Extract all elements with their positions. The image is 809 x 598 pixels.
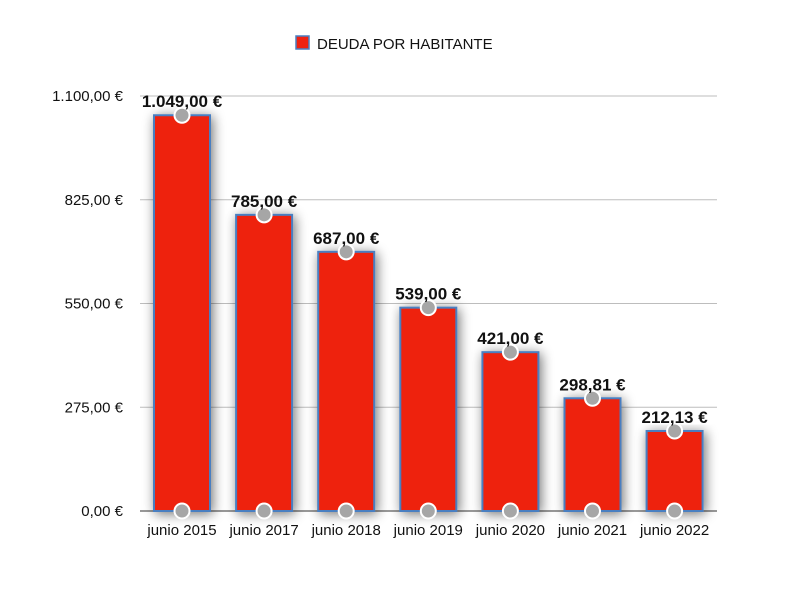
bar (399, 306, 458, 512)
bar-base-marker (666, 502, 684, 520)
bar-base-marker (173, 502, 191, 520)
data-label: 785,00 € (231, 192, 298, 211)
x-tick-label: junio 2022 (639, 522, 709, 539)
y-tick-label: 825,00 € (65, 192, 124, 209)
bar-base-marker (584, 502, 601, 520)
markers (173, 106, 684, 520)
bar-top-marker (419, 299, 437, 317)
bar (563, 397, 622, 513)
bar-top-marker (584, 389, 601, 407)
y-tick-label: 1.100,00 € (52, 88, 124, 105)
legend: DEUDA POR HABITANTE (295, 35, 493, 53)
legend-swatch (295, 35, 310, 50)
bar-base-marker (419, 502, 437, 520)
data-label: 298,81 € (559, 375, 626, 394)
y-axis-ticks: 0,00 € 275,00 € 550,00 € 825,00 € 1.100,00 € (52, 88, 124, 520)
bar-base-marker (255, 502, 273, 520)
data-labels: 1.049,00 € 785,00 € 687,00 € 539,00 € 421,00… (142, 92, 708, 427)
bar-top-marker (501, 343, 519, 361)
x-tick-label: junio 2021 (557, 522, 627, 539)
bar-base-marker (501, 502, 519, 520)
x-tick-label: junio 2020 (475, 522, 545, 539)
legend-label: DEUDA POR HABITANTE (317, 36, 493, 53)
y-tick-label: 275,00 € (65, 399, 124, 416)
x-tick-label: junio 2017 (228, 522, 298, 539)
data-label: 212,13 € (642, 408, 709, 427)
bar-top-marker (337, 243, 355, 261)
x-tick-label: junio 2015 (146, 522, 216, 539)
bar-top-marker (255, 206, 273, 224)
bar-top-marker (666, 422, 684, 440)
data-label: 687,00 € (313, 229, 380, 248)
x-axis-labels: junio 2015 junio 2017 junio 2018 junio 2019… (146, 522, 709, 539)
bar (317, 250, 376, 512)
bar (481, 351, 540, 512)
y-tick-label: 0,00 € (81, 503, 123, 520)
x-tick-label: junio 2019 (393, 522, 463, 539)
bar-top-marker (173, 106, 191, 124)
bar-base-marker (337, 502, 355, 520)
data-label: 539,00 € (395, 285, 462, 304)
y-tick-label: 550,00 € (65, 296, 124, 313)
data-label: 421,00 € (477, 329, 544, 348)
bar (153, 114, 211, 512)
bar (235, 213, 294, 512)
bars (153, 114, 704, 513)
x-tick-label: junio 2018 (311, 522, 381, 539)
data-label: 1.049,00 € (142, 92, 223, 111)
bar (645, 429, 704, 513)
